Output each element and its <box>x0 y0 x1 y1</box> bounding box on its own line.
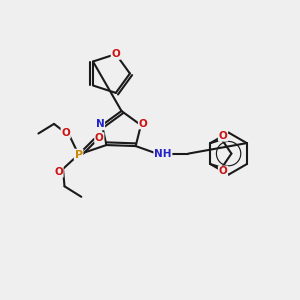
Text: O: O <box>95 133 104 143</box>
Text: O: O <box>219 131 227 141</box>
Text: NH: NH <box>154 148 172 159</box>
Text: O: O <box>61 128 70 138</box>
Text: N: N <box>96 119 104 130</box>
Text: P: P <box>74 149 83 160</box>
Text: O: O <box>111 49 120 59</box>
Text: O: O <box>54 167 63 177</box>
Text: O: O <box>139 118 147 129</box>
Text: O: O <box>219 166 227 176</box>
